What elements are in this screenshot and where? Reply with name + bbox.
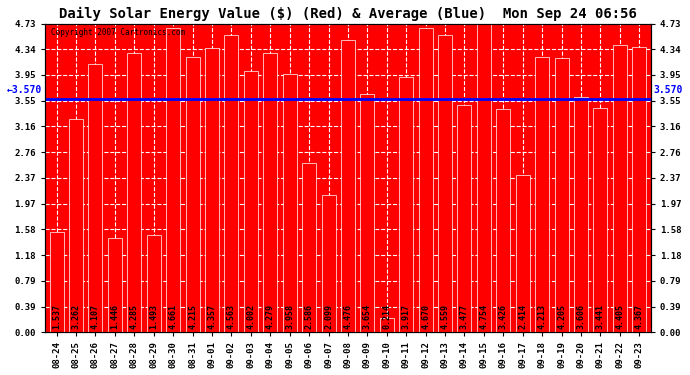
- Bar: [400, 76, 413, 332]
- Text: Copyright 2007 Cartronics.com: Copyright 2007 Cartronics.com: [51, 28, 185, 37]
- Text: 0.214: 0.214: [382, 304, 391, 329]
- Text: 4.213: 4.213: [538, 304, 546, 329]
- Title: Daily Solar Energy Value ($) (Red) & Average (Blue)  Mon Sep 24 06:56: Daily Solar Energy Value ($) (Red) & Ave…: [59, 7, 637, 21]
- Text: 3.606: 3.606: [576, 304, 586, 329]
- Bar: [535, 57, 549, 332]
- Text: 2.099: 2.099: [324, 304, 333, 329]
- Bar: [515, 175, 530, 332]
- Text: 1.446: 1.446: [110, 304, 119, 329]
- Bar: [613, 45, 627, 332]
- Bar: [593, 108, 607, 332]
- Bar: [341, 40, 355, 332]
- Text: 4.670: 4.670: [421, 304, 430, 329]
- Bar: [244, 71, 258, 332]
- Bar: [322, 195, 335, 332]
- Text: 2.586: 2.586: [304, 304, 313, 329]
- Text: 3.654: 3.654: [363, 304, 372, 329]
- Bar: [69, 119, 83, 332]
- Text: 4.215: 4.215: [188, 304, 197, 329]
- Text: 3.958: 3.958: [285, 304, 294, 329]
- Text: 4.754: 4.754: [480, 304, 489, 329]
- Bar: [166, 28, 180, 332]
- Bar: [50, 232, 63, 332]
- Text: 1.493: 1.493: [149, 304, 158, 329]
- Text: ←3.570: ←3.570: [7, 85, 42, 95]
- Text: 4.476: 4.476: [344, 304, 353, 329]
- Bar: [555, 58, 569, 332]
- Text: 3.477: 3.477: [460, 304, 469, 329]
- Text: 4.279: 4.279: [266, 304, 275, 329]
- Bar: [302, 164, 316, 332]
- Text: 4.563: 4.563: [227, 304, 236, 329]
- Bar: [360, 94, 375, 332]
- Text: 3.262: 3.262: [72, 304, 81, 329]
- Bar: [632, 47, 647, 332]
- Bar: [108, 238, 122, 332]
- Bar: [128, 53, 141, 332]
- Text: 4.002: 4.002: [246, 304, 255, 329]
- Bar: [438, 35, 452, 332]
- Text: 4.107: 4.107: [91, 304, 100, 329]
- Text: 1.537: 1.537: [52, 304, 61, 329]
- Text: 4.285: 4.285: [130, 304, 139, 329]
- Text: 4.367: 4.367: [635, 304, 644, 329]
- Text: 4.661: 4.661: [168, 304, 177, 329]
- Bar: [186, 57, 199, 332]
- Text: 3.917: 3.917: [402, 304, 411, 329]
- Text: 3.570: 3.570: [653, 85, 683, 95]
- Bar: [147, 235, 161, 332]
- Bar: [224, 34, 239, 332]
- Bar: [283, 74, 297, 332]
- Bar: [574, 97, 588, 332]
- Bar: [496, 109, 511, 332]
- Bar: [264, 53, 277, 332]
- Text: 2.414: 2.414: [518, 304, 527, 329]
- Text: 4.357: 4.357: [208, 304, 217, 329]
- Text: 4.405: 4.405: [615, 304, 624, 329]
- Text: 3.426: 3.426: [499, 304, 508, 329]
- Text: 4.559: 4.559: [440, 304, 450, 329]
- Bar: [205, 48, 219, 332]
- Text: 3.441: 3.441: [596, 304, 605, 329]
- Bar: [380, 318, 394, 332]
- Bar: [457, 105, 471, 332]
- Text: 4.205: 4.205: [557, 304, 566, 329]
- Bar: [419, 28, 433, 332]
- Bar: [88, 64, 102, 332]
- Bar: [477, 22, 491, 332]
